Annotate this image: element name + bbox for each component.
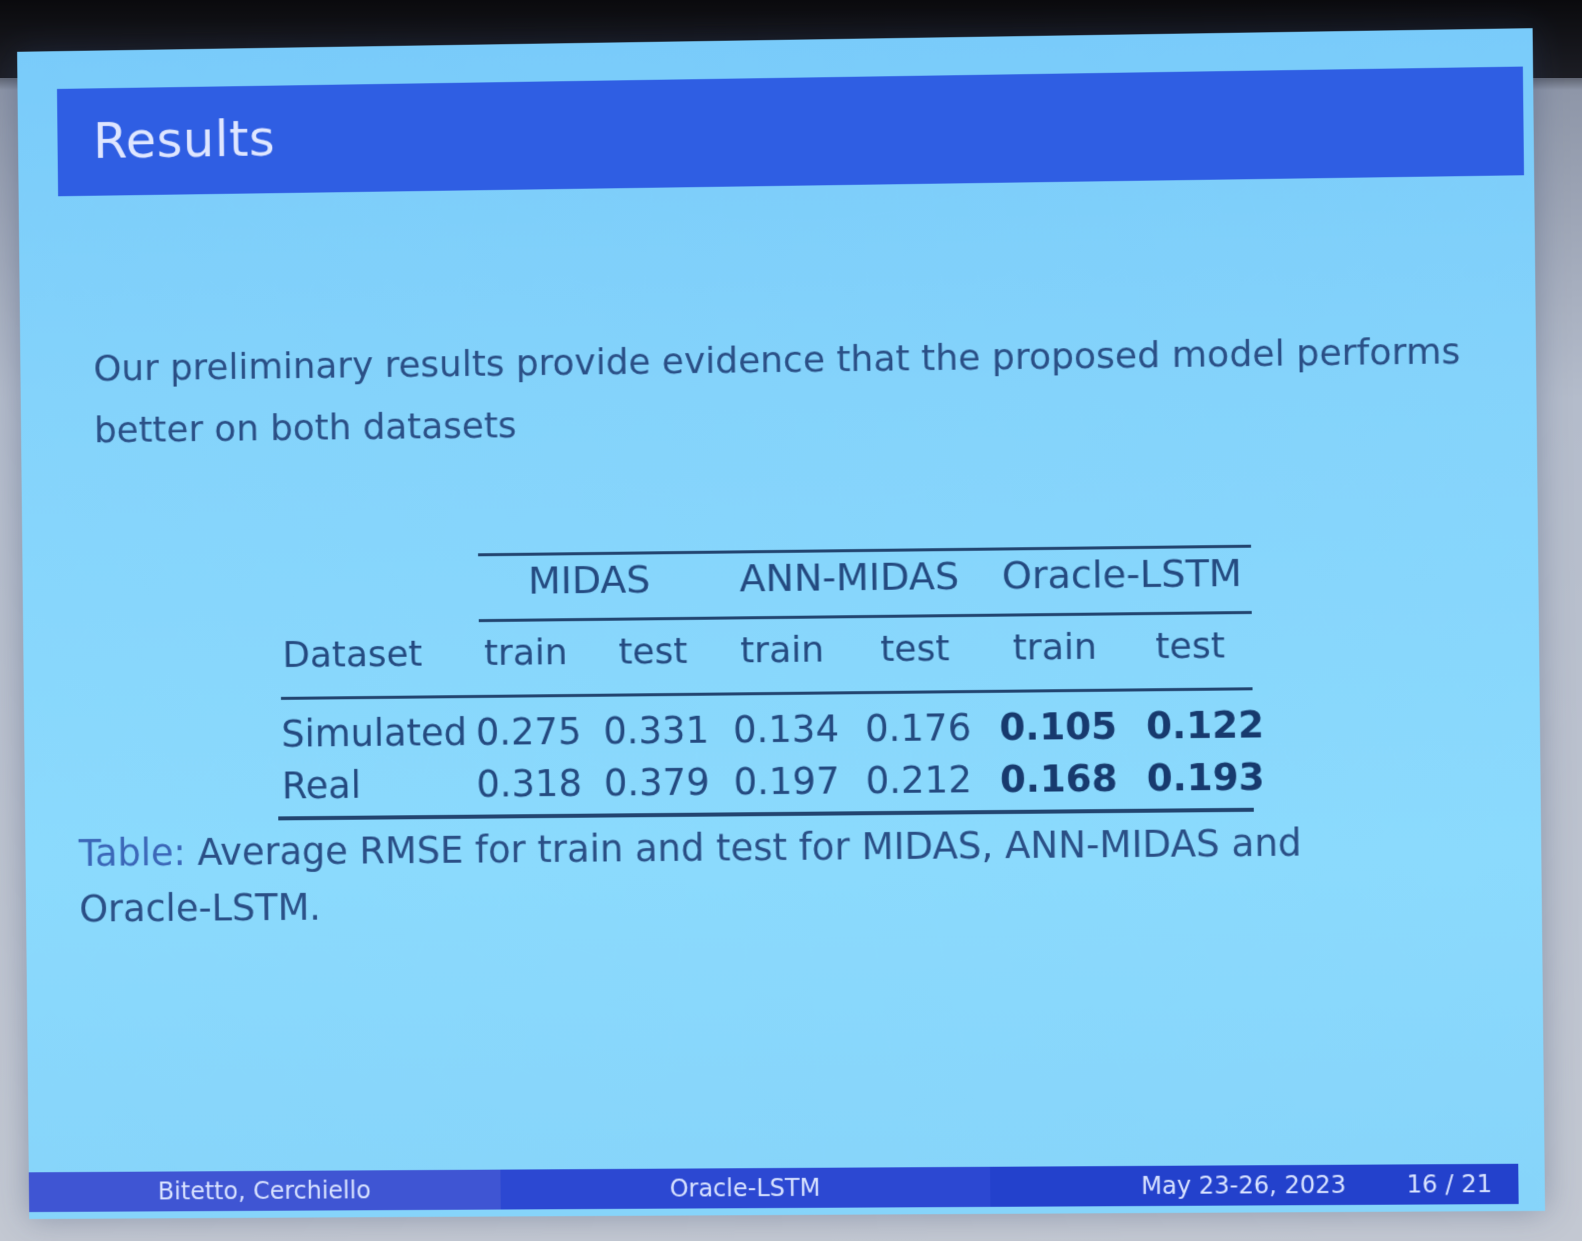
footer-page-number: 16 / 21 (1406, 1169, 1493, 1199)
cell-simulated-ann-midas-test: 0.176 (864, 706, 972, 751)
cell-simulated-oracle-lstm-test: 0.122 (1145, 703, 1265, 748)
row-label-real: Real (281, 763, 362, 808)
row-header-dataset: Dataset (282, 633, 423, 676)
subheader-midas-train: train (483, 632, 568, 674)
slide-body-text: Our preliminary results provide evidence… (93, 331, 1461, 452)
cell-real-midas-test: 0.379 (603, 760, 710, 805)
subheader-oracle-lstm-train: train (1012, 626, 1098, 669)
footer-date-segment: May 23-26, 2023 16 / 21 (990, 1163, 1519, 1207)
subheader-oracle-lstm-test: test (1155, 625, 1226, 668)
cell-simulated-ann-midas-train: 0.134 (732, 707, 840, 752)
group-header-oracle-lstm: Oracle-LSTM (1001, 550, 1243, 598)
caption-text: Average RMSE for train and test for MIDA… (79, 821, 1302, 931)
subheader-midas-test: test (618, 630, 688, 673)
cell-simulated-oracle-lstm-train: 0.105 (999, 704, 1118, 749)
cell-real-oracle-lstm-test: 0.193 (1146, 755, 1265, 800)
subheader-ann-midas-test: test (880, 628, 950, 670)
group-underline-rule (478, 610, 1252, 623)
slide-footer: Bitetto, Cerchiello Oracle-LSTM May 23-2… (28, 1163, 1519, 1213)
cell-simulated-midas-train: 0.275 (475, 709, 582, 754)
group-header-ann-midas: ANN-MIDAS (739, 553, 960, 601)
group-header-midas: MIDAS (527, 557, 651, 603)
title-bar: Results (56, 66, 1525, 197)
results-table: MIDAS ANN-MIDAS Oracle-LSTM Dataset trai… (278, 500, 1265, 821)
footer-authors-segment: Bitetto, Cerchiello (28, 1169, 501, 1213)
footer-title-segment: Oracle-LSTM (500, 1166, 991, 1210)
caption-label: Table: (78, 831, 186, 875)
footer-short-title: Oracle-LSTM (669, 1173, 821, 1203)
table-caption: Table: Average RMSE for train and test f… (78, 815, 1378, 938)
projected-slide: Results Our preliminary results provide … (17, 28, 1546, 1220)
footer-authors: Bitetto, Cerchiello (157, 1176, 371, 1206)
cell-real-oracle-lstm-train: 0.168 (999, 756, 1118, 802)
cell-simulated-midas-test: 0.331 (603, 708, 710, 753)
footer-date: May 23-26, 2023 (1141, 1170, 1347, 1201)
cell-real-midas-train: 0.318 (476, 761, 583, 806)
header-bottom-rule (280, 687, 1253, 700)
cell-real-ann-midas-train: 0.197 (733, 759, 840, 804)
subheader-ann-midas-train: train (740, 629, 825, 672)
cell-real-ann-midas-test: 0.212 (865, 758, 973, 803)
slide-title: Results (92, 109, 276, 170)
row-label-simulated: Simulated (281, 711, 468, 756)
